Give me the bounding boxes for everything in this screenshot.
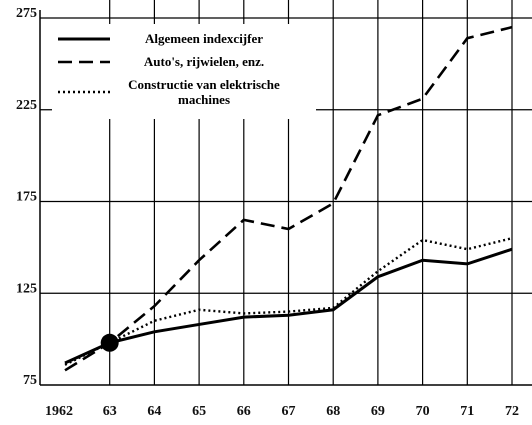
y-tick-label: 175 (16, 190, 37, 205)
legend-entry: Algemeen indexcijfer (54, 31, 314, 46)
x-tick-label: 68 (326, 404, 340, 419)
y-tick-label: 225 (16, 98, 37, 113)
x-tick-label: 65 (192, 404, 206, 419)
legend-swatch (58, 90, 110, 94)
y-tick-label: 75 (23, 373, 37, 388)
x-tick-label: 1962 (45, 404, 73, 419)
series-line (64, 25, 513, 372)
legend-label: Constructie van elektrische machines (128, 77, 280, 107)
x-tick-label: 67 (282, 404, 296, 419)
y-tick-label: 275 (16, 6, 37, 21)
x-tick-label: 66 (237, 404, 251, 419)
legend-label: Algemeen indexcijfer (144, 31, 264, 46)
x-tick-label: 70 (416, 404, 430, 419)
legend-label: Auto's, rijwielen, enz. (143, 54, 265, 69)
series-line (64, 237, 513, 366)
x-tick-label: 72 (505, 404, 519, 419)
legend: Algemeen indexcijfer Auto's, rijwielen, e… (52, 24, 316, 119)
marker-dot (100, 333, 119, 352)
legend-entry: Auto's, rijwielen, enz. (54, 54, 314, 69)
legend-swatch (58, 60, 110, 63)
x-tick-label: 71 (460, 404, 474, 419)
x-tick-label: 63 (103, 404, 117, 419)
series-line (64, 247, 513, 365)
legend-swatch (58, 37, 110, 40)
x-tick-label: 69 (371, 404, 385, 419)
y-tick-label: 125 (16, 281, 37, 296)
x-tick-label: 64 (147, 404, 161, 419)
legend-entry: Constructie van elektrische machines (54, 77, 314, 107)
